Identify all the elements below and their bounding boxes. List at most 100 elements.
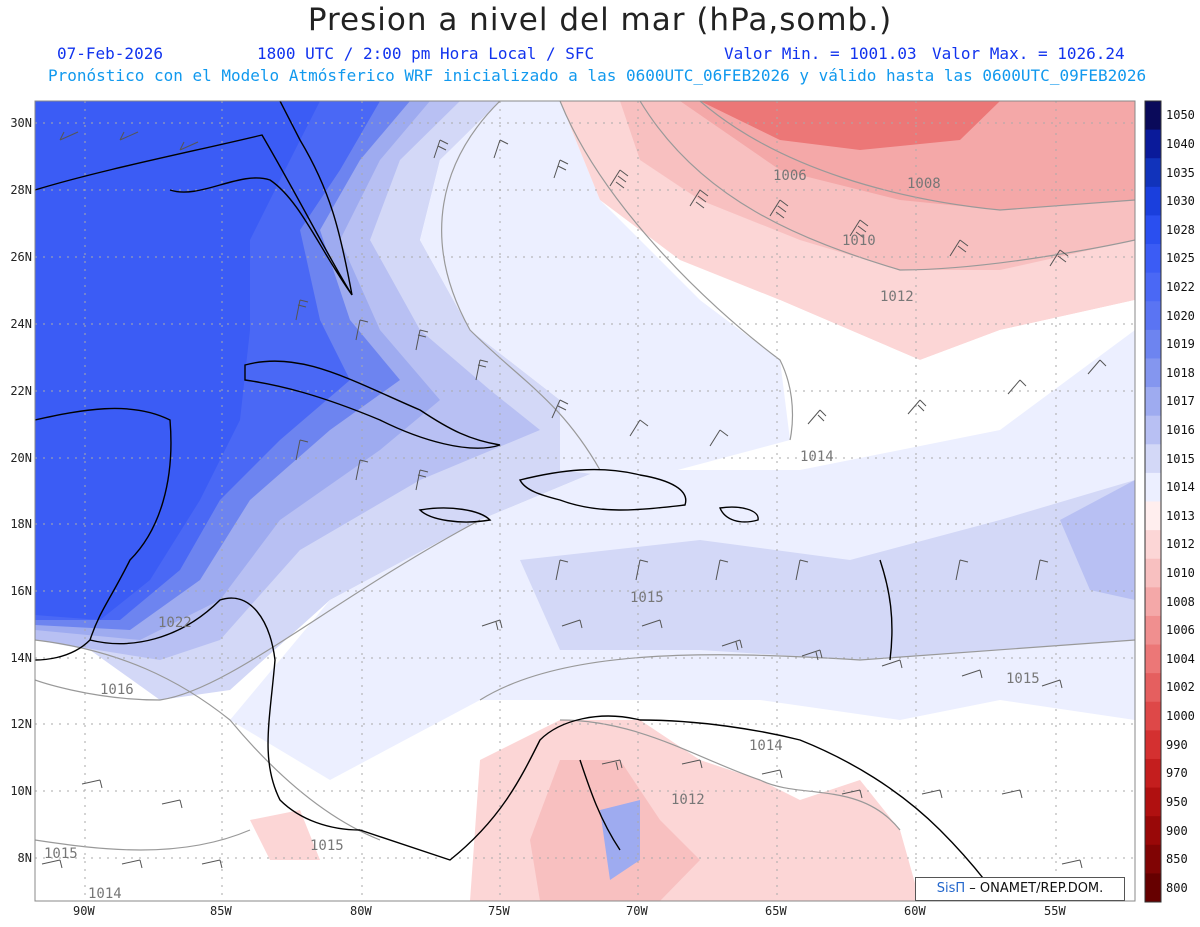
colorbar-swatch (1145, 215, 1161, 245)
colorbar-label: 800 (1166, 880, 1188, 895)
colorbar-label: 1015 (1166, 451, 1195, 466)
lat-label: 12N (10, 717, 32, 731)
colorbar-label: 1004 (1166, 651, 1195, 666)
lat-label: 22N (10, 384, 32, 398)
lat-label: 14N (10, 651, 32, 665)
colorbar-label: 1010 (1166, 566, 1195, 580)
lat-label: 28N (10, 183, 32, 197)
lat-label: 18N (10, 517, 32, 531)
lon-label: 55W (1044, 904, 1066, 918)
max-value: Valor Max. = 1026.24 (932, 44, 1125, 63)
credit-box: SisΠ – ONAMET/REP.DOM. (915, 877, 1125, 901)
colorbar-swatch (1145, 329, 1161, 359)
valid-time: 1800 UTC / 2:00 pm Hora Local / SFC (257, 44, 595, 63)
contour-label: 1012 (671, 792, 705, 808)
colorbar-swatch (1145, 615, 1161, 646)
colorbar-swatch (1145, 472, 1161, 502)
lat-label: 10N (10, 784, 32, 798)
lon-label: 75W (488, 904, 510, 918)
colorbar-swatch (1145, 816, 1161, 846)
contour-label: 1014 (749, 738, 783, 754)
colorbar-label: 1002 (1166, 680, 1195, 695)
colorbar (1145, 101, 1161, 903)
colorbar-swatch (1145, 301, 1161, 331)
lat-label: 30N (10, 116, 32, 130)
colorbar-swatch (1145, 873, 1161, 903)
colorbar-label: 1020 (1166, 308, 1195, 323)
forecast-info: Pronóstico con el Modelo Atmósferico WRF… (48, 66, 1147, 85)
lon-label: 85W (210, 904, 232, 918)
colorbar-swatch (1145, 787, 1161, 817)
colorbar-swatch (1145, 186, 1161, 216)
colorbar-swatch (1145, 758, 1161, 789)
contour-label: 1014 (88, 886, 122, 902)
colorbar-swatch (1145, 730, 1161, 760)
colorbar-label: 900 (1166, 823, 1188, 838)
colorbar-label: 1013 (1166, 508, 1195, 523)
lat-label: 20N (10, 451, 32, 465)
colorbar-swatch (1145, 530, 1161, 560)
colorbar-swatch (1145, 673, 1161, 703)
colorbar-label: 1035 (1166, 165, 1195, 180)
sisti-logo: SisΠ (936, 881, 966, 896)
colorbar-label: 950 (1166, 794, 1188, 809)
colorbar-label: 850 (1166, 852, 1188, 867)
min-value: Valor Min. = 1001.03 (724, 44, 917, 63)
lat-label: 26N (10, 250, 32, 264)
colorbar-swatch (1145, 158, 1161, 188)
lon-label: 60W (904, 904, 926, 918)
colorbar-swatch (1145, 272, 1161, 302)
lon-label: 80W (350, 904, 372, 918)
colorbar-swatch (1145, 701, 1161, 731)
colorbar-label: 1000 (1166, 709, 1195, 724)
colorbar-swatch (1145, 587, 1161, 617)
contour-label: 1015 (630, 590, 664, 606)
colorbar-swatch (1145, 415, 1161, 445)
colorbar-label: 990 (1166, 737, 1188, 752)
colorbar-label: 1018 (1166, 365, 1195, 380)
colorbar-label: 1006 (1166, 623, 1195, 638)
colorbar-swatch (1145, 644, 1161, 674)
contour-label: 1015 (310, 838, 344, 854)
colorbar-label: 1012 (1166, 537, 1195, 552)
contour-label: 1014 (800, 449, 834, 465)
contour-label: 1016 (100, 682, 134, 698)
lon-label: 65W (765, 904, 787, 918)
colorbar-label: 1022 (1166, 279, 1195, 294)
lon-label: 70W (626, 904, 648, 918)
credit-text: – ONAMET/REP.DOM. (969, 881, 1104, 896)
contour-label: 1015 (44, 846, 78, 862)
contour-label: 1015 (1006, 671, 1040, 687)
colorbar-swatch (1145, 444, 1161, 474)
colorbar-label: 1028 (1166, 222, 1195, 237)
colorbar-label: 1040 (1166, 136, 1195, 151)
lat-label: 24N (10, 317, 32, 331)
colorbar-swatch (1145, 501, 1161, 531)
colorbar-label: 1014 (1166, 480, 1195, 495)
colorbar-label: 1008 (1166, 594, 1195, 609)
map-title: Presion a nivel del mar (hPa,somb.) (307, 2, 893, 38)
colorbar-swatch (1145, 129, 1161, 159)
colorbar-label: 1017 (1166, 394, 1195, 409)
colorbar-label: 1025 (1166, 251, 1195, 266)
colorbar-swatch (1145, 358, 1161, 388)
colorbar-swatch (1145, 101, 1161, 131)
lat-label: 8N (17, 851, 32, 865)
colorbar-swatch (1145, 387, 1161, 417)
contour-label: 1022 (158, 615, 192, 631)
lat-label: 16N (10, 584, 32, 598)
colorbar-swatch (1145, 844, 1161, 874)
colorbar-label: 1050 (1166, 108, 1195, 123)
contour-label: 1012 (880, 289, 914, 305)
colorbar-swatch (1145, 244, 1161, 274)
colorbar-swatch (1145, 558, 1161, 588)
valid-date: 07-Feb-2026 (57, 44, 163, 63)
colorbar-label: 1030 (1166, 194, 1195, 209)
contour-label: 1008 (907, 176, 941, 192)
colorbar-label: 1016 (1166, 423, 1195, 437)
colorbar-label: 970 (1166, 766, 1188, 781)
contour-label: 1006 (773, 168, 807, 184)
contour-label: 1010 (842, 233, 876, 249)
colorbar-label: 1019 (1166, 337, 1195, 352)
